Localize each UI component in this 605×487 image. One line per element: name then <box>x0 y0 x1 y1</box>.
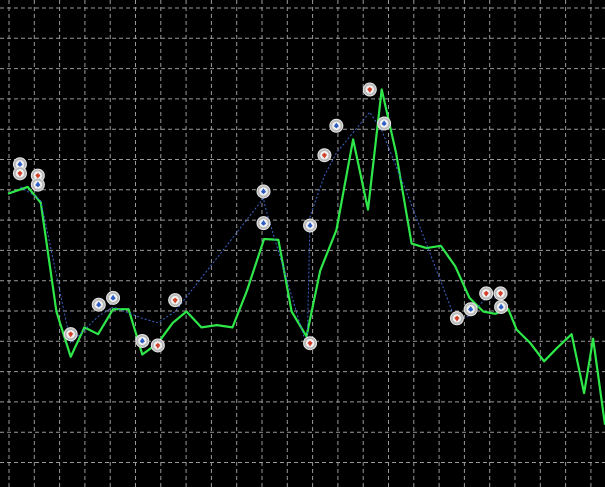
sell-arrow-icon <box>68 331 74 338</box>
buy-marker <box>106 290 121 305</box>
buy-arrow-icon <box>381 120 387 127</box>
sell-marker <box>362 82 377 97</box>
sell-marker <box>303 336 318 351</box>
sell-arrow-icon <box>321 152 328 159</box>
buy-marker <box>329 118 344 133</box>
buy-marker <box>91 297 106 312</box>
sell-arrow-icon <box>454 315 460 322</box>
sell-arrow-icon <box>307 340 313 347</box>
sell-arrow-icon <box>497 290 504 297</box>
trade-markers <box>12 82 509 353</box>
sell-marker <box>479 286 494 301</box>
buy-arrow-icon <box>260 219 267 226</box>
buy-arrow-icon <box>307 222 313 229</box>
buy-marker <box>377 116 392 131</box>
sell-marker <box>150 338 165 353</box>
sell-arrow-icon <box>155 342 161 349</box>
sell-marker <box>449 311 464 326</box>
buy-marker <box>494 299 509 314</box>
buy-marker <box>135 333 150 348</box>
sell-arrow-icon <box>367 86 373 93</box>
buy-arrow-icon <box>96 301 102 308</box>
buy-arrow-icon <box>35 181 41 188</box>
buy-marker <box>256 184 271 199</box>
buy-arrow-icon <box>333 122 339 129</box>
sell-marker <box>12 166 27 181</box>
buy-arrow-icon <box>17 161 23 167</box>
sell-arrow-icon <box>483 290 489 297</box>
sell-arrow-icon <box>172 297 178 304</box>
buy-marker <box>303 218 318 233</box>
sell-arrow-icon <box>35 173 41 179</box>
buy-arrow-icon <box>498 303 504 310</box>
buy-marker <box>256 216 271 231</box>
buy-arrow-icon <box>468 306 474 312</box>
sell-marker <box>168 293 183 308</box>
buy-marker <box>30 177 45 192</box>
sell-arrow-icon <box>17 170 23 177</box>
buy-arrow-icon <box>260 188 267 195</box>
buy-arrow-icon <box>139 337 145 344</box>
sell-marker <box>317 148 332 163</box>
sell-marker <box>63 327 78 342</box>
price-line <box>7 88 605 425</box>
buy-marker <box>463 302 478 317</box>
sell-marker <box>493 286 508 301</box>
buy-arrow-icon <box>110 294 116 301</box>
